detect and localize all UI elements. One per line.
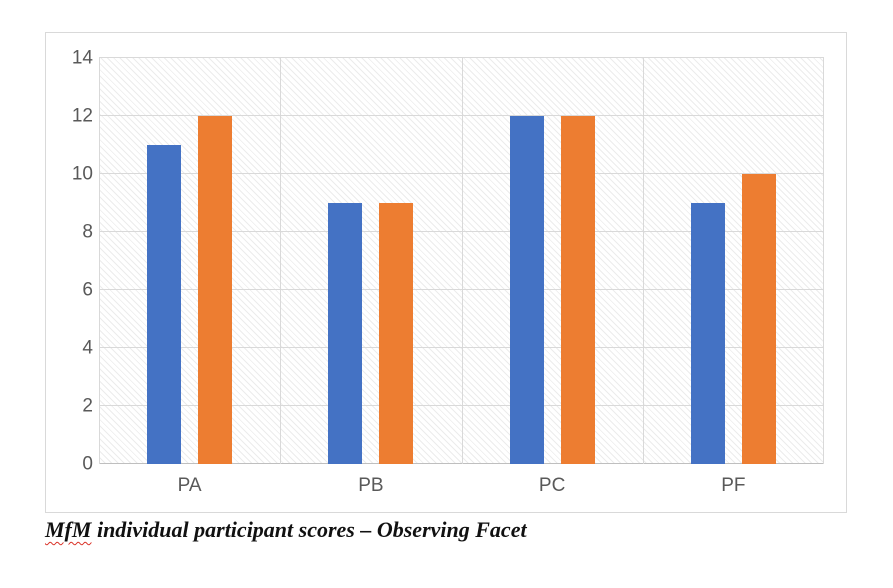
x-tick-label-pc: PC — [538, 475, 566, 496]
gridline-vertical — [461, 58, 463, 464]
caption-flagged-word: MfM — [45, 517, 92, 542]
chart-caption: MfM individual participant scores – Obse… — [45, 517, 527, 543]
bar-group-pb — [280, 58, 461, 464]
bar-series1-pa[interactable] — [147, 145, 182, 464]
x-axis: PA PB PC PF — [99, 476, 824, 495]
y-axis: 0 2 4 6 8 10 12 14 — [46, 49, 93, 474]
bar-series2-pb[interactable] — [379, 203, 414, 464]
bar-series2-pa[interactable] — [198, 116, 233, 464]
gridline-vertical — [823, 58, 824, 464]
y-tick-label: 12 — [71, 105, 93, 127]
gridline-vertical — [99, 58, 100, 464]
bar-group-pc — [462, 58, 643, 464]
y-tick-label: 8 — [82, 221, 93, 243]
y-tick-label: 14 — [71, 47, 93, 69]
bar-series2-pf[interactable] — [741, 174, 776, 464]
x-tick-label-pb: PB — [358, 475, 384, 496]
bar-series1-pc[interactable] — [509, 116, 544, 464]
bar-series1-pb[interactable] — [328, 203, 363, 464]
bar-series2-pc[interactable] — [560, 116, 595, 464]
caption-text: individual participant scores – Observin… — [91, 517, 527, 542]
gridline-horizontal — [99, 57, 824, 58]
gridline-vertical — [642, 58, 644, 464]
bar-series1-pf[interactable] — [690, 203, 725, 464]
y-tick-label: 6 — [82, 279, 93, 301]
x-tick-label-pf: PF — [721, 475, 746, 496]
y-tick-label: 2 — [82, 395, 93, 417]
bar-group-pf — [643, 58, 824, 464]
plot-area — [99, 57, 824, 464]
x-tick-label-pa: PA — [177, 475, 202, 496]
y-tick-label: 0 — [82, 453, 93, 475]
gridline-vertical — [280, 58, 282, 464]
chart-card[interactable]: 0 2 4 6 8 10 12 14 PA PB PC PF — [45, 32, 847, 513]
y-tick-label: 10 — [71, 163, 93, 185]
bar-group-pa — [99, 58, 280, 464]
y-tick-label: 4 — [82, 337, 93, 359]
